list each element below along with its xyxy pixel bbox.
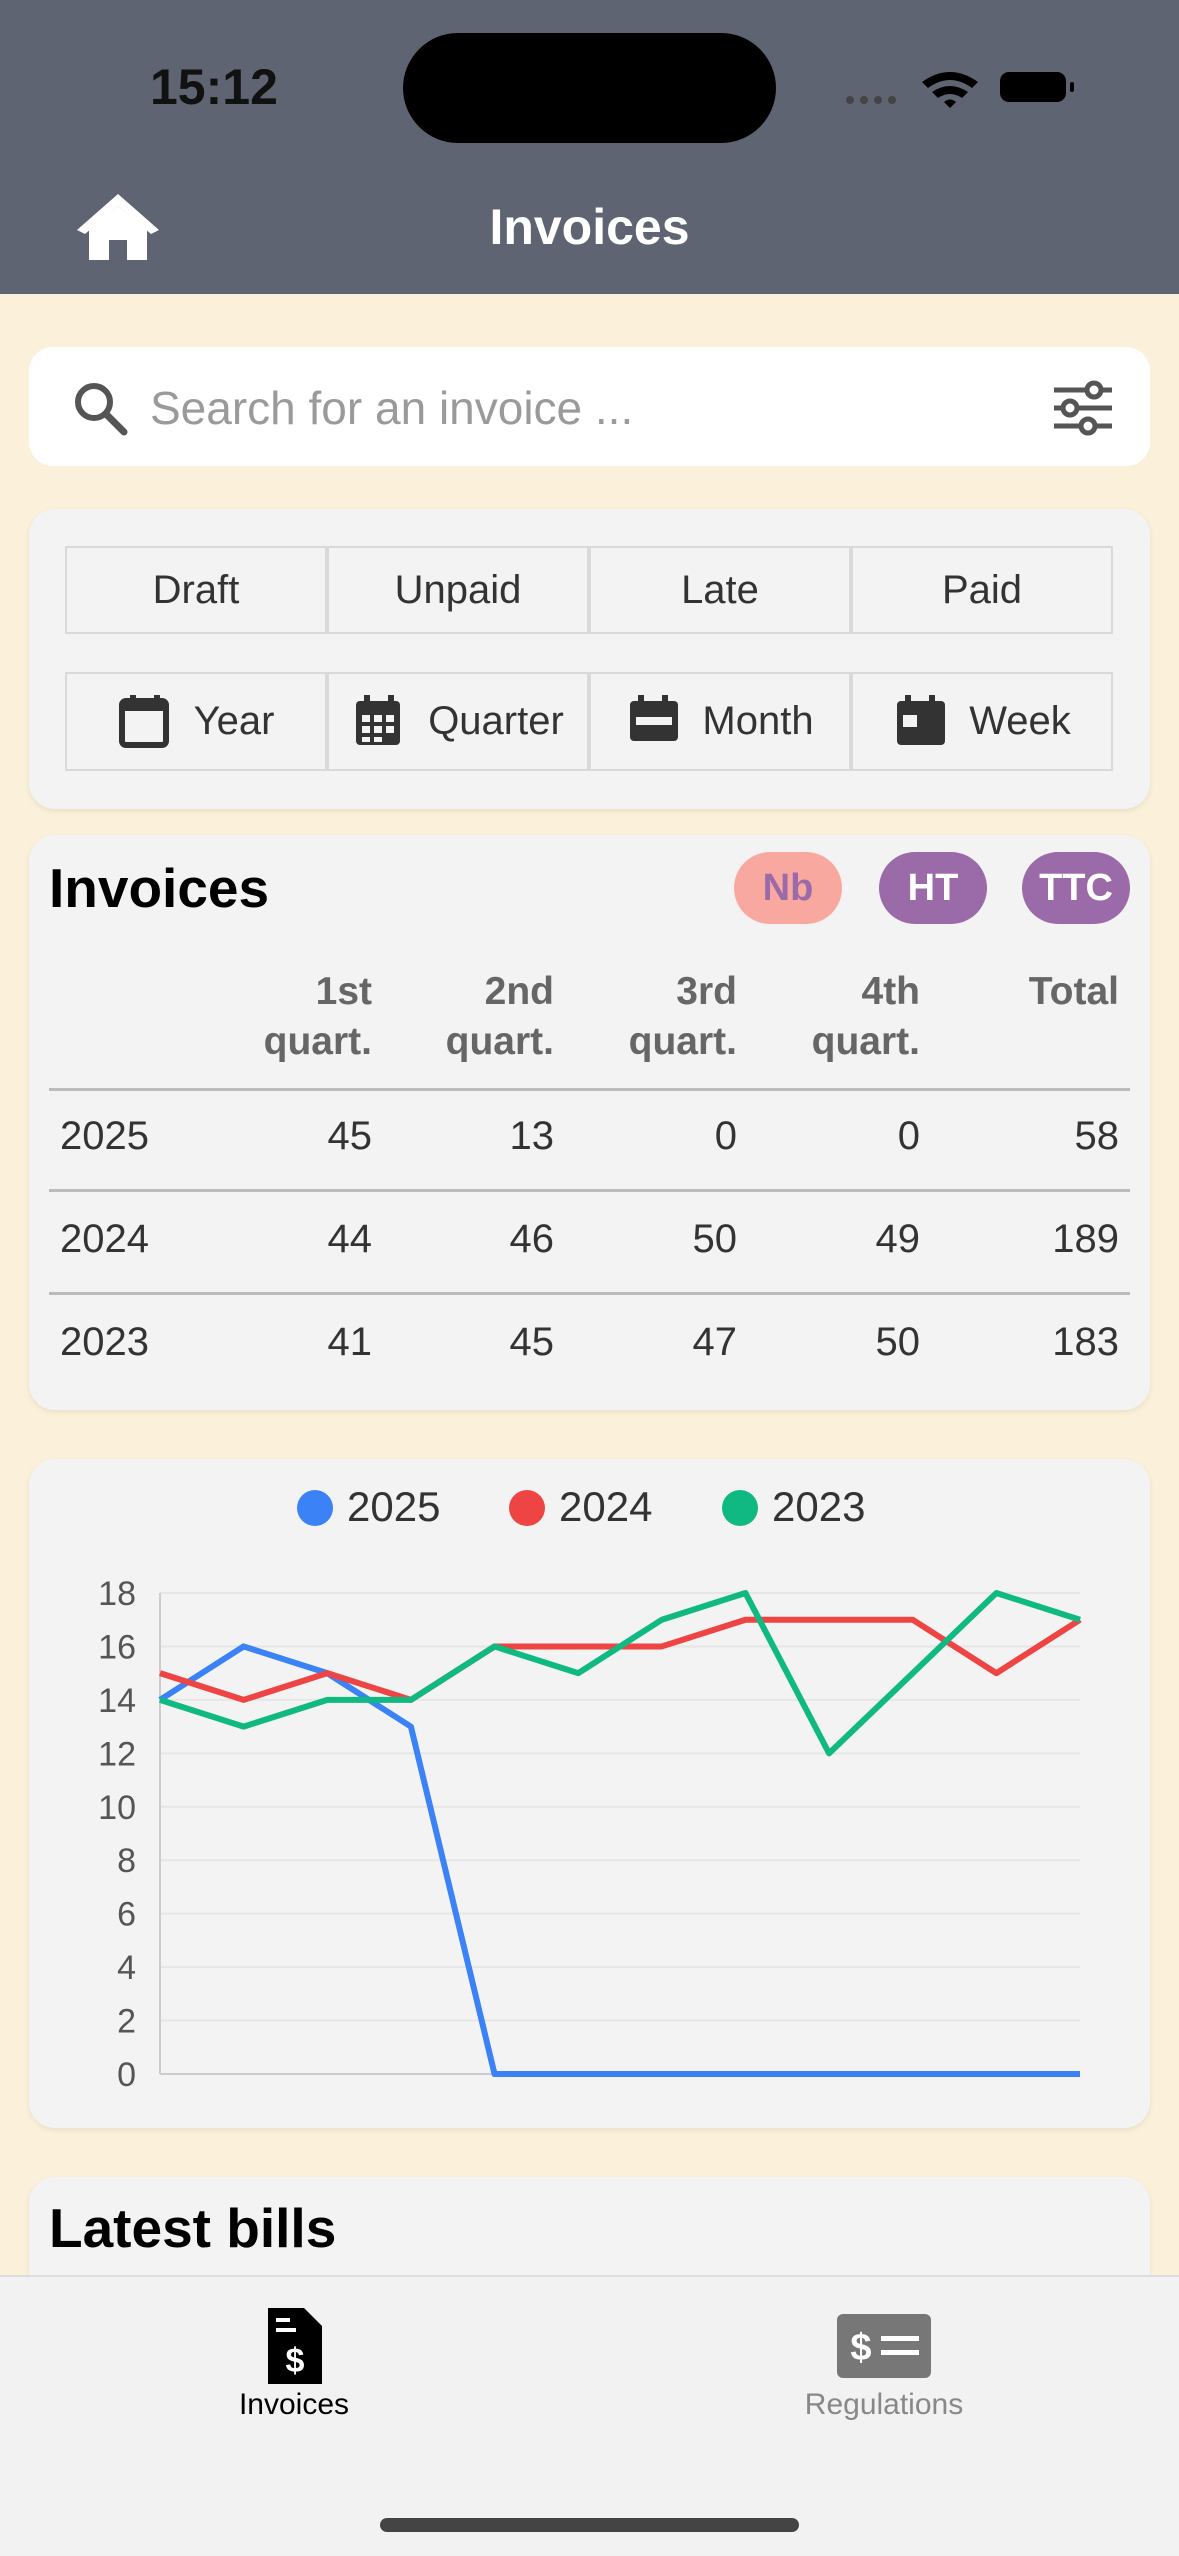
value-cell: 0 <box>897 1114 920 1158</box>
invoices-tab-icon[interactable]: $ <box>264 2308 324 2384</box>
series-line <box>159 1616 1082 1703</box>
value-cell: 183 <box>1052 1320 1119 1364</box>
row-rule <box>49 1189 1130 1192</box>
status-filter[interactable]: Paid <box>851 546 1113 634</box>
value-cell: 44 <box>327 1217 373 1261</box>
value-cell: 50 <box>875 1320 921 1364</box>
search-box[interactable] <box>29 347 1150 466</box>
value-cell: 47 <box>692 1320 738 1364</box>
value-cell: 58 <box>1074 1114 1120 1158</box>
home-button[interactable] <box>75 190 161 262</box>
tab-bar <box>0 2275 1179 2556</box>
legend-label: 2023 <box>772 1483 865 1530</box>
value-cell: 50 <box>692 1217 738 1261</box>
period-label: Week <box>969 699 1071 743</box>
value-cell: 45 <box>509 1320 555 1364</box>
dynamic-island <box>403 33 776 143</box>
calendar-icon <box>630 694 679 741</box>
status-time: 15:12 <box>150 59 278 115</box>
invoices-card <box>29 835 1150 1410</box>
search-icon <box>75 383 128 436</box>
value-cell: 13 <box>509 1114 555 1158</box>
column-header: 4th quart. <box>811 970 920 1063</box>
toggle-ttc[interactable]: TTC <box>1022 852 1130 924</box>
value-cell: 46 <box>509 1217 555 1261</box>
year-cell: 2023 <box>60 1320 149 1364</box>
latest-bills-title: Latest bills <box>49 2197 337 2259</box>
y-tick-label: 4 <box>117 1949 136 1987</box>
chart-card <box>29 1459 1150 2128</box>
calendar-icon <box>356 694 401 745</box>
table-rule <box>49 1088 1130 1091</box>
y-tick-label: 16 <box>98 1628 136 1666</box>
legend-dot <box>722 1490 758 1526</box>
column-header: 2nd quart. <box>445 970 554 1063</box>
calendar-icon <box>897 694 946 745</box>
y-tick-label: 14 <box>98 1682 136 1720</box>
period-label: Month <box>702 699 814 743</box>
svg-text:$: $ <box>850 2327 871 2369</box>
toggle-ht[interactable]: HT <box>879 852 987 924</box>
value-cell: 189 <box>1052 1217 1119 1261</box>
period-filter[interactable]: Year <box>65 672 327 771</box>
y-tick-label: 2 <box>117 2003 136 2041</box>
status-filter[interactable]: Unpaid <box>327 546 589 634</box>
column-header: 1st quart. <box>263 970 372 1063</box>
value-cell: 41 <box>327 1320 373 1364</box>
line-chart: 0 2 4 6 8 10 12 14 16 18 2025 2024 2023 <box>98 1483 1082 2094</box>
value-cell: 45 <box>327 1114 373 1158</box>
period-filter[interactable]: Month <box>589 672 851 771</box>
status-icons <box>846 72 1074 108</box>
toggle-nb[interactable]: Nb <box>734 852 842 924</box>
y-tick-label: 8 <box>117 1842 136 1880</box>
svg-text:$: $ <box>286 2342 305 2380</box>
header-title: Invoices <box>489 199 690 255</box>
period-label: Year <box>193 699 275 743</box>
legend-label: 2025 <box>347 1483 440 1530</box>
y-tick-label: 0 <box>117 2056 136 2094</box>
year-cell: 2024 <box>60 1217 149 1261</box>
card-title: Invoices <box>49 857 270 919</box>
home-indicator <box>380 2518 799 2532</box>
regulations-tab-icon[interactable]: $ <box>837 2314 931 2378</box>
regulations-tab[interactable]: Regulations <box>804 2388 964 2421</box>
status-filter[interactable]: Draft <box>65 546 327 634</box>
period-filter[interactable]: Quarter <box>327 672 589 771</box>
row-rule <box>49 1292 1130 1295</box>
invoices-tab[interactable]: Invoices <box>238 2388 350 2421</box>
column-header: Total <box>1028 970 1119 1013</box>
y-tick-label: 6 <box>117 1896 136 1934</box>
period-label: Quarter <box>428 699 564 743</box>
legend-label: 2024 <box>559 1483 652 1530</box>
y-tick-label: 18 <box>98 1575 136 1613</box>
period-filter[interactable]: Week <box>851 672 1113 771</box>
series-line <box>158 1643 1080 2077</box>
value-cell: 49 <box>875 1217 921 1261</box>
y-tick-label: 10 <box>98 1789 136 1827</box>
value-cell: 0 <box>714 1114 737 1158</box>
column-header: 3rd quart. <box>628 970 737 1063</box>
legend-dot <box>297 1490 333 1526</box>
series-line <box>159 1590 1081 1757</box>
search-placeholder: Search for an invoice ... <box>150 382 634 434</box>
y-tick-label: 12 <box>98 1735 136 1773</box>
filter-settings[interactable] <box>1050 380 1116 436</box>
year-cell: 2025 <box>60 1114 149 1158</box>
status-filter[interactable]: Late <box>589 546 851 634</box>
legend-dot <box>509 1490 545 1526</box>
calendar-icon <box>118 694 169 748</box>
